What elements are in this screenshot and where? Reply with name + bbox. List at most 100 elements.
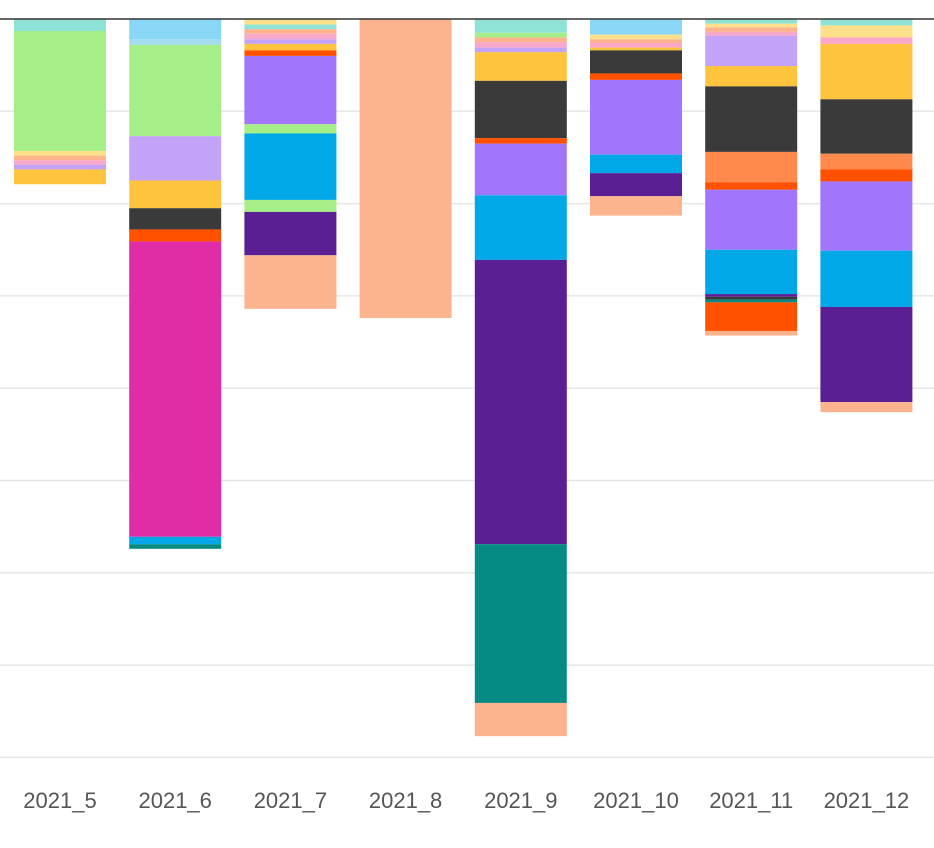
x-tick-label: 2021_7 xyxy=(254,788,327,813)
bar-segment xyxy=(129,229,222,242)
bar-segment xyxy=(705,31,798,36)
bar-2021_7 xyxy=(244,19,337,309)
bar-segment xyxy=(474,138,567,144)
bar-segment xyxy=(590,50,682,74)
bar-segment xyxy=(705,86,798,152)
bar-2021_9 xyxy=(474,19,567,737)
bar-segment xyxy=(590,34,682,40)
x-tick-label: 2021_6 xyxy=(138,788,211,813)
bars xyxy=(14,19,913,737)
bar-segment xyxy=(129,136,222,181)
bar-2021_5 xyxy=(14,19,106,185)
bar-segment xyxy=(705,249,798,295)
bar-segment xyxy=(474,19,567,33)
bar-segment xyxy=(474,52,567,81)
bar-segment xyxy=(129,536,222,545)
bar-segment xyxy=(129,39,222,45)
bar-segment xyxy=(244,19,337,25)
bar-segment xyxy=(820,153,913,170)
bar-segment xyxy=(129,19,222,40)
bar-segment xyxy=(820,99,913,154)
bar-segment xyxy=(14,19,106,31)
bar-segment xyxy=(244,33,337,40)
bar-segment xyxy=(244,55,337,125)
bar-segment xyxy=(590,154,682,174)
bar-segment xyxy=(244,133,337,200)
bar-segment xyxy=(705,189,798,250)
bar-segment xyxy=(129,208,222,230)
bar-segment xyxy=(474,143,567,196)
bar-segment xyxy=(244,124,337,134)
bar-segment xyxy=(820,181,913,251)
bar-segment xyxy=(474,47,567,53)
bar-segment xyxy=(359,19,452,319)
bar-segment xyxy=(820,37,913,44)
bar-segment xyxy=(590,79,682,155)
bar-segment xyxy=(705,299,798,303)
bar-segment xyxy=(705,66,798,87)
bar-segment xyxy=(590,196,682,216)
x-tick-label: 2021_10 xyxy=(593,788,679,813)
x-tick-label: 2021_9 xyxy=(484,788,557,813)
bar-2021_6 xyxy=(129,19,222,549)
bar-segment xyxy=(820,169,913,182)
bar-segment xyxy=(705,182,798,190)
x-tick-labels: 2021_5 2021_6 2021_7 2021_8 2021_9 2021_10 202… xyxy=(23,788,909,813)
bar-segment xyxy=(14,30,106,151)
bar-segment xyxy=(14,150,106,156)
bar-segment xyxy=(705,294,798,297)
bar-segment xyxy=(474,32,567,38)
bar-segment xyxy=(705,302,798,331)
bar-segment xyxy=(820,19,913,26)
x-tick-label: 2021_12 xyxy=(824,788,910,813)
bar-2021_8 xyxy=(359,19,452,319)
bar-segment xyxy=(820,25,913,38)
x-tick-label: 2021_11 xyxy=(709,788,793,813)
bar-segment xyxy=(244,43,337,51)
bar-segment xyxy=(129,544,222,549)
bar-segment xyxy=(590,47,682,51)
bar-segment xyxy=(590,73,682,80)
bar-segment xyxy=(820,250,913,307)
bar-segment xyxy=(590,19,682,35)
bar-segment xyxy=(590,173,682,197)
bar-segment xyxy=(705,19,798,24)
bar-segment xyxy=(705,27,798,32)
x-tick-label: 2021_5 xyxy=(23,788,96,813)
bar-2021_11 xyxy=(705,19,798,336)
bar-segment xyxy=(129,180,222,209)
bar-segment xyxy=(474,702,567,737)
bar-segment xyxy=(474,80,567,139)
bar-segment xyxy=(244,211,337,256)
bar-segment xyxy=(474,195,567,260)
bar-segment xyxy=(590,39,682,43)
bar-segment xyxy=(244,29,337,34)
bar-segment xyxy=(474,42,567,48)
bar-segment xyxy=(244,39,337,44)
bar-segment xyxy=(705,330,798,336)
bar-segment xyxy=(705,35,798,67)
bar-segment xyxy=(14,160,106,165)
bar-segment xyxy=(14,155,106,161)
bar-segment xyxy=(705,296,798,300)
bar-segment xyxy=(244,255,337,309)
bar-segment xyxy=(820,402,913,413)
bar-segment xyxy=(705,23,798,28)
bar-segment xyxy=(474,37,567,43)
bar-segment xyxy=(474,544,567,703)
bar-segment xyxy=(129,241,222,537)
bar-segment xyxy=(244,50,337,56)
bar-2021_10 xyxy=(590,19,682,216)
bar-segment xyxy=(705,151,798,183)
bar-segment xyxy=(14,169,106,185)
x-tick-label: 2021_8 xyxy=(369,788,442,813)
bar-segment xyxy=(820,43,913,100)
bar-segment xyxy=(820,306,913,403)
bar-segment xyxy=(129,44,222,137)
bar-segment xyxy=(244,199,337,212)
bar-segment xyxy=(474,259,567,545)
bar-segment xyxy=(590,42,682,48)
bar-segment xyxy=(244,24,337,30)
